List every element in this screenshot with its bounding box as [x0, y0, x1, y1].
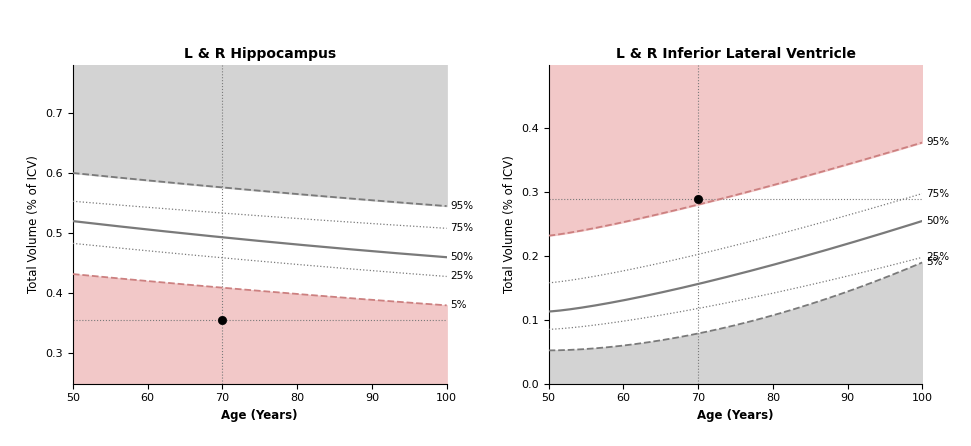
Text: 95%: 95%	[451, 201, 474, 211]
Text: 75%: 75%	[451, 223, 474, 233]
Text: 5%: 5%	[926, 257, 943, 268]
Text: AGE-MATCHED REFERENCE CHARTS*: AGE-MATCHED REFERENCE CHARTS*	[8, 19, 279, 32]
Text: 25%: 25%	[451, 272, 474, 281]
Text: 50%: 50%	[451, 252, 474, 262]
Title: L & R Inferior Lateral Ventricle: L & R Inferior Lateral Ventricle	[616, 47, 855, 61]
Text: 50%: 50%	[926, 216, 950, 226]
Text: 5%: 5%	[451, 300, 467, 310]
Text: 25%: 25%	[926, 252, 950, 262]
X-axis label: Age (Years): Age (Years)	[221, 409, 298, 422]
Y-axis label: Total Volume (% of ICV): Total Volume (% of ICV)	[27, 155, 40, 293]
Y-axis label: Total Volume (% of ICV): Total Volume (% of ICV)	[503, 155, 516, 293]
Text: 95%: 95%	[926, 137, 950, 148]
Text: 75%: 75%	[926, 189, 950, 198]
Title: L & R Hippocampus: L & R Hippocampus	[184, 47, 336, 61]
X-axis label: Age (Years): Age (Years)	[697, 409, 774, 422]
